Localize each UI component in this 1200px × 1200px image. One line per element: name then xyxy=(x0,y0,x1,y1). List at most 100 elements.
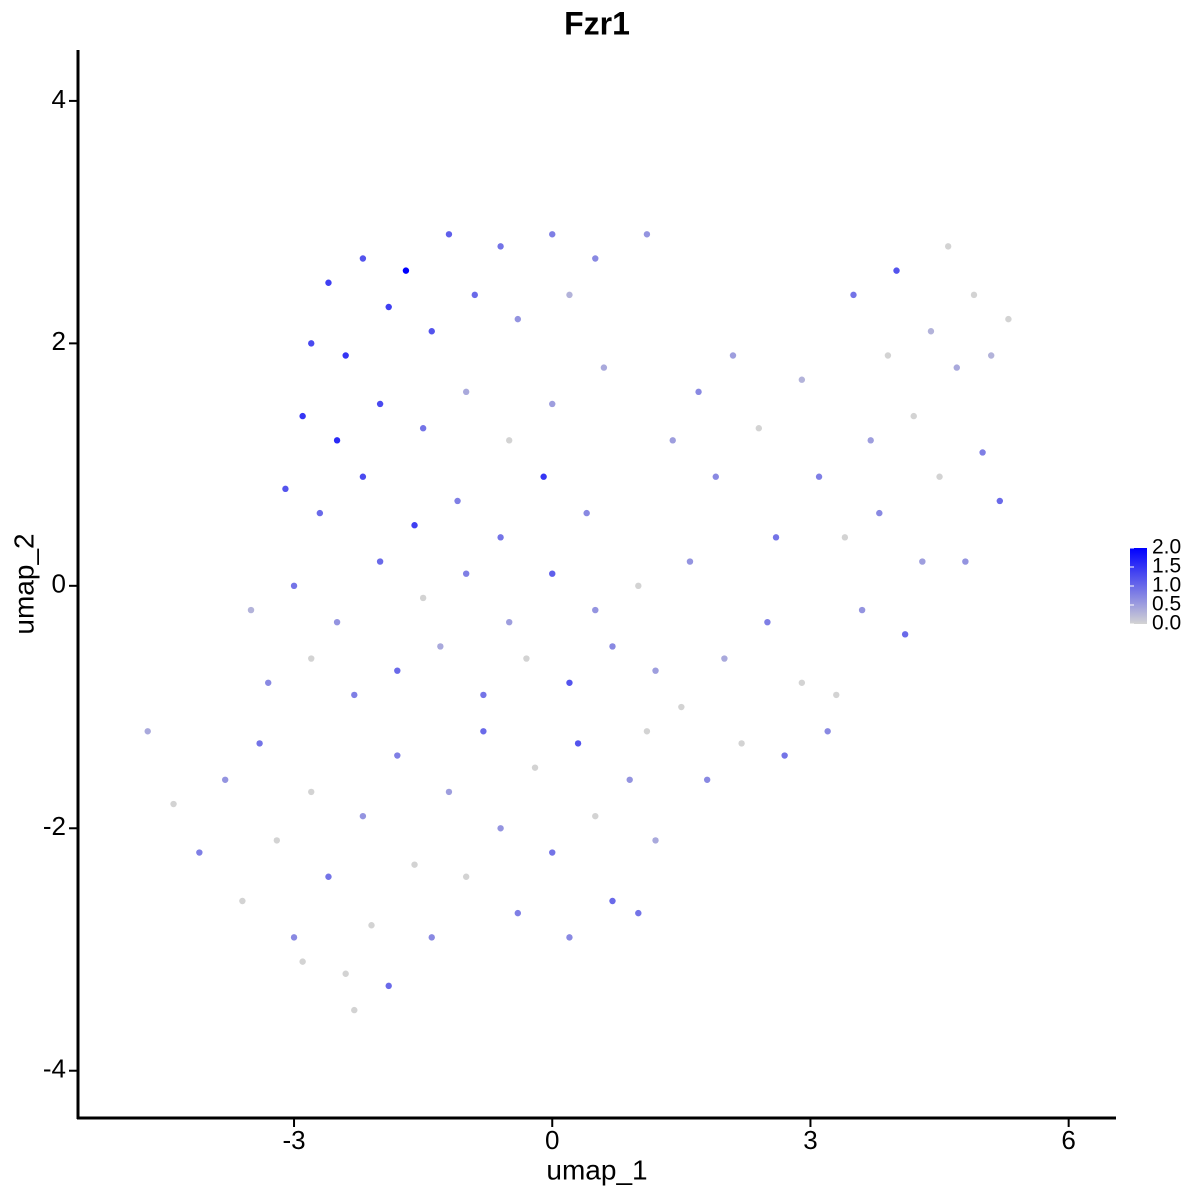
point xyxy=(376,400,384,408)
point xyxy=(867,437,874,444)
colorbar-label: 1.5 xyxy=(1152,555,1181,578)
point xyxy=(609,643,616,650)
point xyxy=(592,255,599,262)
y-tick-label: 2 xyxy=(52,326,66,356)
point xyxy=(910,412,917,420)
point xyxy=(411,861,418,868)
point xyxy=(987,352,995,359)
point xyxy=(833,691,840,699)
point xyxy=(144,728,151,735)
point xyxy=(325,279,332,286)
point xyxy=(411,522,418,529)
point xyxy=(428,934,435,941)
colorbar-label: 1.0 xyxy=(1152,574,1181,597)
point xyxy=(901,631,909,638)
point xyxy=(549,570,556,577)
point xyxy=(385,982,392,990)
point xyxy=(333,618,341,626)
point xyxy=(1005,315,1012,323)
point xyxy=(876,509,883,517)
point xyxy=(721,655,728,662)
point xyxy=(678,703,685,711)
point xyxy=(858,606,866,614)
point xyxy=(325,873,332,880)
point xyxy=(506,618,513,626)
point xyxy=(970,291,978,299)
point xyxy=(531,764,539,771)
point xyxy=(609,897,616,905)
point xyxy=(635,582,642,590)
point xyxy=(437,643,444,650)
point xyxy=(308,655,315,662)
point xyxy=(712,473,719,480)
point xyxy=(996,497,1004,505)
point xyxy=(376,558,384,565)
point xyxy=(368,922,375,929)
point xyxy=(729,352,737,359)
point xyxy=(471,291,478,299)
point xyxy=(247,606,255,614)
point xyxy=(936,473,943,480)
point xyxy=(893,267,900,274)
y-tick-label: -4 xyxy=(43,1054,66,1084)
point xyxy=(351,1006,358,1014)
point xyxy=(290,934,298,941)
point xyxy=(540,473,547,480)
y-tick-label: 4 xyxy=(52,84,66,114)
point xyxy=(703,776,711,783)
point xyxy=(549,849,556,856)
colorbar xyxy=(1130,548,1147,624)
point xyxy=(402,267,410,274)
point xyxy=(480,691,487,699)
point xyxy=(523,655,530,662)
x-tick-label: 0 xyxy=(545,1125,559,1155)
point xyxy=(566,291,573,299)
point xyxy=(798,679,806,686)
point xyxy=(549,400,556,408)
point xyxy=(333,437,341,444)
point xyxy=(953,364,960,371)
point xyxy=(342,352,349,359)
point xyxy=(445,231,453,238)
point xyxy=(359,473,367,480)
point xyxy=(772,534,780,541)
point xyxy=(514,315,522,323)
point xyxy=(600,364,608,371)
point xyxy=(256,740,263,747)
point xyxy=(583,509,590,517)
point xyxy=(815,473,823,480)
point xyxy=(462,388,470,396)
point xyxy=(497,825,504,832)
y-tick-label: -2 xyxy=(43,811,66,841)
point xyxy=(394,667,401,674)
point xyxy=(506,437,513,444)
point xyxy=(764,618,771,626)
point xyxy=(626,776,633,783)
x-axis-title: umap_1 xyxy=(546,1154,647,1185)
point xyxy=(359,812,367,820)
point xyxy=(566,934,573,941)
point xyxy=(574,740,582,747)
point xyxy=(290,582,298,590)
point xyxy=(462,873,470,880)
point xyxy=(308,340,315,347)
point xyxy=(497,534,504,541)
point xyxy=(273,837,281,844)
point xyxy=(514,909,522,917)
point xyxy=(798,376,806,383)
point xyxy=(652,837,659,844)
colorbar-label: 0.0 xyxy=(1152,612,1181,635)
x-tick-label: -3 xyxy=(282,1125,305,1155)
point xyxy=(919,558,926,565)
point xyxy=(738,740,745,747)
point xyxy=(884,352,892,359)
point xyxy=(927,328,935,335)
chart-title: Fzr1 xyxy=(564,5,630,41)
point xyxy=(394,752,401,759)
point xyxy=(462,570,470,577)
colorbar-label: 2.0 xyxy=(1152,536,1181,559)
point xyxy=(308,788,315,796)
point xyxy=(652,667,659,674)
point xyxy=(170,800,177,808)
point xyxy=(755,425,763,432)
